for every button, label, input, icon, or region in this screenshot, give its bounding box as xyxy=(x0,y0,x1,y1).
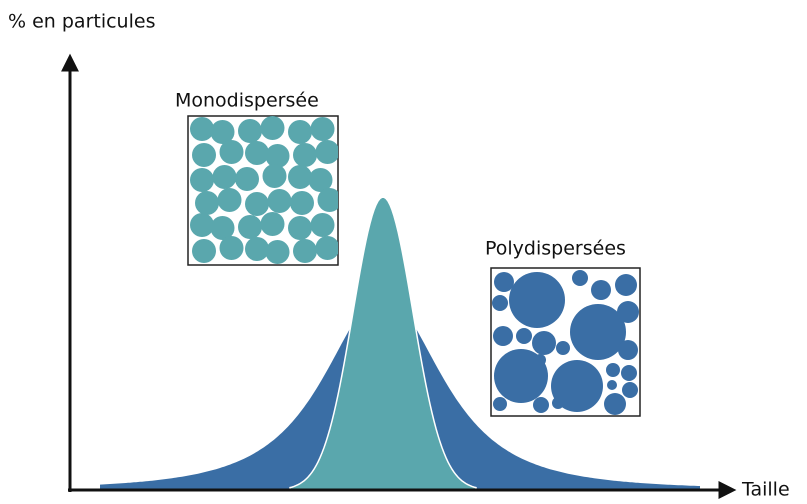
particle xyxy=(572,270,588,286)
particle xyxy=(213,165,237,189)
particle xyxy=(218,188,242,212)
particle xyxy=(493,326,513,346)
particle xyxy=(238,119,262,143)
particle xyxy=(288,120,312,144)
particle xyxy=(615,274,637,296)
particle xyxy=(268,189,292,213)
particle xyxy=(245,237,269,261)
particle xyxy=(493,397,507,411)
particle xyxy=(556,341,570,355)
particle xyxy=(192,143,216,167)
particle xyxy=(617,301,639,323)
particle xyxy=(190,168,214,192)
particle xyxy=(318,188,342,212)
particle xyxy=(494,272,514,292)
particle xyxy=(606,363,620,377)
particle xyxy=(190,117,214,141)
particle xyxy=(293,239,317,263)
inset-label: Polydispersées xyxy=(485,238,626,260)
particle xyxy=(604,393,626,415)
particle xyxy=(290,191,314,215)
particle xyxy=(607,380,617,390)
particle xyxy=(492,295,508,311)
particle xyxy=(509,272,565,328)
particle xyxy=(311,213,335,237)
diagram: % en particules Taille Monodispersée Pol… xyxy=(0,0,807,504)
y-axis-label: % en particules xyxy=(8,11,155,33)
particle xyxy=(316,140,340,164)
particle xyxy=(552,397,564,409)
particle xyxy=(618,340,638,360)
particle xyxy=(192,239,216,263)
particle xyxy=(311,117,335,141)
particle xyxy=(220,140,244,164)
particle xyxy=(591,280,611,300)
particle xyxy=(263,164,287,188)
particle xyxy=(261,212,285,236)
particle xyxy=(293,143,317,167)
particle xyxy=(288,216,312,240)
particle xyxy=(235,167,259,191)
particle xyxy=(266,240,290,264)
particle xyxy=(190,213,214,237)
particle xyxy=(195,191,219,215)
inset-label: Monodispersée xyxy=(175,90,319,112)
particle xyxy=(533,397,549,413)
particle xyxy=(532,331,556,355)
particle xyxy=(245,141,269,165)
x-axis-label: Taille xyxy=(741,479,790,501)
particle xyxy=(316,236,340,260)
particle xyxy=(261,116,285,140)
particle xyxy=(245,192,269,216)
particle xyxy=(621,365,637,381)
particle xyxy=(288,165,312,189)
particle xyxy=(220,236,244,260)
particle xyxy=(534,354,546,366)
particle xyxy=(238,215,262,239)
particle xyxy=(516,328,532,344)
particle xyxy=(622,382,638,398)
